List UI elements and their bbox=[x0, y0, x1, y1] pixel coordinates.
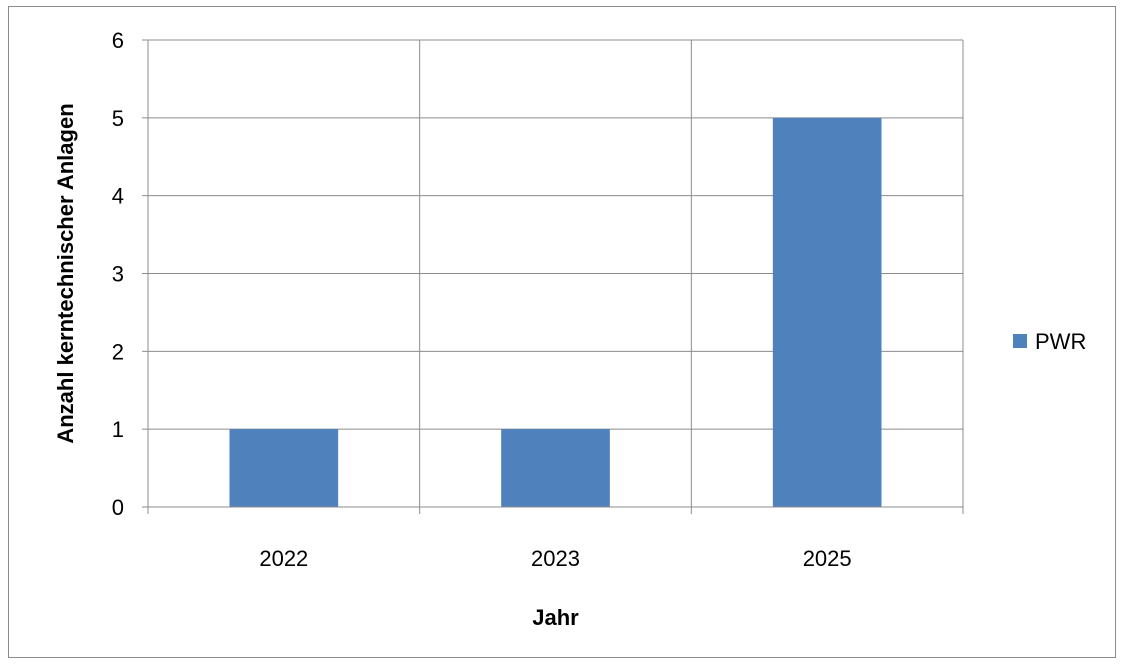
x-axis-title: Jahr bbox=[532, 605, 579, 630]
x-tick-label: 2023 bbox=[531, 546, 580, 571]
y-tick-label: 2 bbox=[112, 339, 124, 364]
legend: PWR bbox=[1013, 329, 1086, 354]
bar-2023 bbox=[501, 429, 610, 507]
y-tick-label: 1 bbox=[112, 417, 124, 442]
y-axis-title: Anzahl kerntechnischer Anlagen bbox=[53, 103, 78, 443]
axis-layer: 0 1 2 3 4 5 6 2022 2023 2025 bbox=[112, 28, 964, 571]
bar-layer bbox=[229, 117, 882, 507]
bar-2025 bbox=[772, 117, 882, 507]
legend-label-pwr: PWR bbox=[1035, 329, 1086, 354]
x-tick-label: 2025 bbox=[803, 546, 852, 571]
y-tick-label: 3 bbox=[112, 262, 124, 287]
y-tick-label: 5 bbox=[112, 106, 124, 131]
bar-2022 bbox=[229, 429, 339, 507]
y-tick-label: 4 bbox=[112, 184, 124, 209]
legend-swatch-pwr bbox=[1013, 334, 1027, 348]
chart-frame bbox=[8, 6, 1116, 658]
y-tick-label: 0 bbox=[112, 495, 124, 520]
x-tick-label: 2022 bbox=[259, 546, 308, 571]
y-tick-label: 6 bbox=[112, 28, 124, 53]
